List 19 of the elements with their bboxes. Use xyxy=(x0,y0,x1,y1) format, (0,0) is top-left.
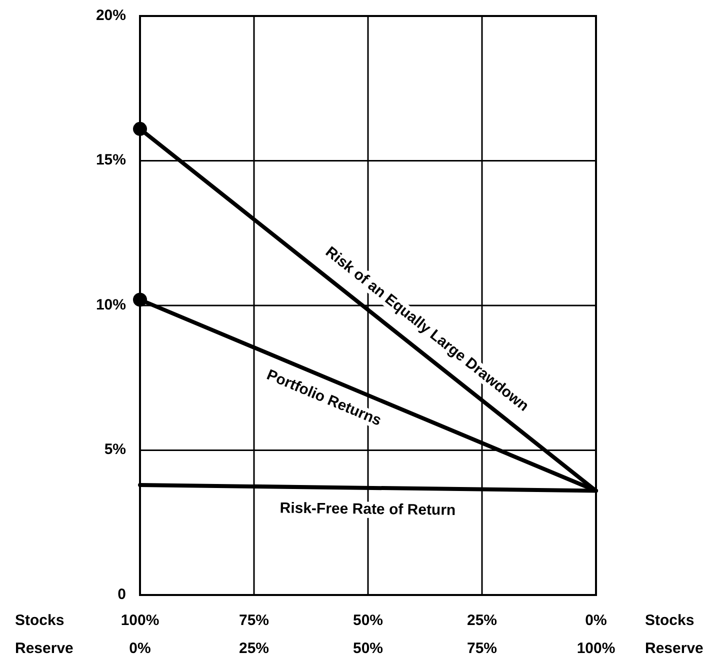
x2-tick-label: 50% xyxy=(352,640,384,657)
x2-tick-label: 25% xyxy=(238,640,270,657)
y-tick-label: 0 xyxy=(118,586,126,603)
text: Stocks xyxy=(15,612,64,629)
x-tick-label: 75% xyxy=(238,612,270,629)
y-tick-label: 20% xyxy=(96,6,126,24)
x-axis-title: Stocks xyxy=(645,612,694,629)
x-tick-label: 50% xyxy=(352,612,384,629)
x2-tick-label: 100% xyxy=(576,640,616,657)
x2-tick-label: 75% xyxy=(466,640,498,657)
text: Reserve xyxy=(15,640,74,657)
x2-tick-label: 0% xyxy=(129,640,151,657)
x2-axis-title: Reserve xyxy=(645,640,704,657)
y-tick-label: 15% xyxy=(96,152,126,169)
y-tick-label: 10% xyxy=(96,296,126,314)
x-tick-label: 0% xyxy=(585,612,607,629)
x-tick-label: 100% xyxy=(120,612,160,629)
x-tick-label: 25% xyxy=(466,612,498,629)
y-tick-label: 5% xyxy=(104,441,126,458)
